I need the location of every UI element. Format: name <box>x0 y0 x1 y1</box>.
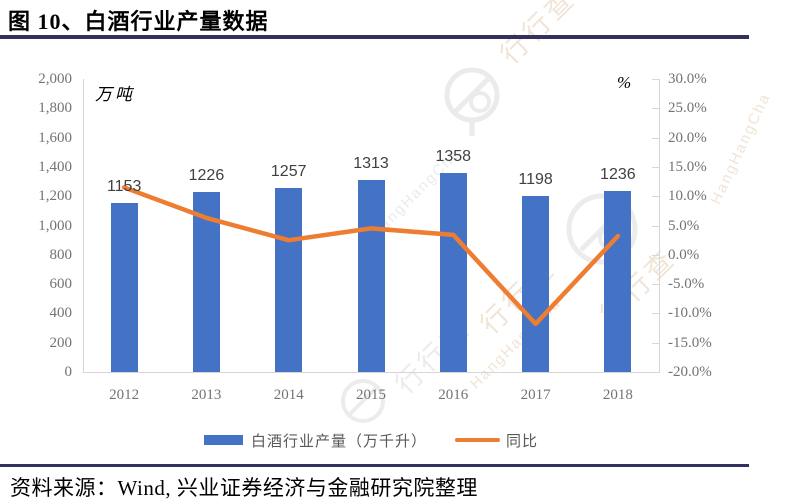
right-axis-tick-mark <box>652 79 659 80</box>
x-axis-label-2013: 2013 <box>191 387 222 403</box>
chart-legend: 白酒行业产量（万千升） 同比 <box>83 430 659 450</box>
right-axis-tick-label: 10.0% <box>668 188 707 205</box>
left-axis-tick-label: 1,200 <box>38 188 72 205</box>
production-bar-2012 <box>110 203 138 372</box>
bar-value-label: 1236 <box>600 165 636 183</box>
x-axis-label-2017: 2017 <box>520 387 551 403</box>
right-axis-tick-mark <box>652 108 659 109</box>
legend-bar-swatch <box>203 435 243 445</box>
bar-value-label: 1313 <box>353 154 389 172</box>
left-axis-unit-label: 万吨 <box>95 85 135 104</box>
right-axis-tick-label: -15.0% <box>668 334 712 351</box>
left-axis-line <box>83 79 84 372</box>
legend-line-swatch <box>455 438 500 442</box>
bar-value-label: 1153 <box>106 178 142 196</box>
figure-title: 图 10、白酒行业产量数据 <box>8 9 269 34</box>
x-axis-line <box>83 372 660 373</box>
production-bar-2014 <box>275 187 303 372</box>
right-axis-tick-label: 25.0% <box>668 100 707 117</box>
legend-bar-label: 白酒行业产量（万千升） <box>250 433 427 450</box>
right-axis-tick-label: -20.0% <box>668 364 712 380</box>
right-axis-tick-mark <box>652 138 659 139</box>
right-axis-unit-label: % <box>617 73 632 92</box>
right-axis-tick-label: -5.0% <box>668 276 705 293</box>
right-axis-tick-label: 20.0% <box>668 129 707 146</box>
chart-canvas: 万吨 % 白酒行业产量（万千升） 同比 2,000 1,800 1,600 1,400… <box>0 60 799 455</box>
production-bar-2017 <box>522 196 550 372</box>
bar-value-label: 1257 <box>270 162 307 180</box>
left-axis-tick-label: 400 <box>49 305 73 322</box>
right-axis-tick-mark <box>652 372 659 373</box>
right-axis-tick-mark <box>652 343 659 344</box>
production-bar-2015 <box>357 179 385 372</box>
right-axis-tick-mark <box>652 196 659 197</box>
right-axis-tick-mark <box>652 167 659 168</box>
production-bar-2016 <box>439 173 467 372</box>
source-note: 资料来源：Wind, 兴业证券经济与金融研究院整理 <box>10 476 478 500</box>
left-axis-tick-label: 200 <box>49 334 73 351</box>
right-axis-tick-label: 0.0% <box>668 246 700 263</box>
right-axis-tick-label: 5.0% <box>668 217 700 234</box>
x-axis-label-2012: 2012 <box>109 387 140 403</box>
x-axis-label-2016: 2016 <box>438 387 469 403</box>
x-axis-label-2015: 2015 <box>356 387 386 403</box>
left-axis-tick-label: 1,400 <box>38 158 72 175</box>
title-divider <box>0 35 749 39</box>
right-axis-tick-mark <box>652 226 659 227</box>
yoy-trend-line <box>121 185 621 327</box>
footer-divider <box>0 464 749 467</box>
right-axis-tick-label: 30.0% <box>668 71 707 87</box>
left-axis-tick-label: 800 <box>49 246 73 263</box>
legend-line-label: 同比 <box>506 433 539 450</box>
x-axis-label-2014: 2014 <box>273 387 304 403</box>
right-axis-tick-mark <box>652 284 659 285</box>
bar-value-label: 1198 <box>518 171 553 189</box>
left-axis-tick-label: 2,000 <box>38 71 72 87</box>
bar-value-label: 1358 <box>435 148 472 166</box>
right-axis-tick-label: 15.0% <box>668 158 707 175</box>
left-axis-tick-label: 1,600 <box>38 129 72 146</box>
left-axis-tick-label: 1,000 <box>38 217 72 234</box>
left-axis-tick-label: 0 <box>64 364 73 380</box>
bar-value-label: 1226 <box>188 167 225 185</box>
left-axis-tick-label: 600 <box>49 276 73 293</box>
right-axis-tick-label: -10.0% <box>668 305 712 322</box>
x-axis-label-2018: 2018 <box>602 387 633 403</box>
right-axis-tick-mark <box>652 313 659 314</box>
left-axis-tick-label: 1,800 <box>38 100 72 117</box>
right-axis-line <box>659 79 660 372</box>
right-axis-tick-mark <box>652 255 659 256</box>
yoy-line-path <box>121 185 621 327</box>
